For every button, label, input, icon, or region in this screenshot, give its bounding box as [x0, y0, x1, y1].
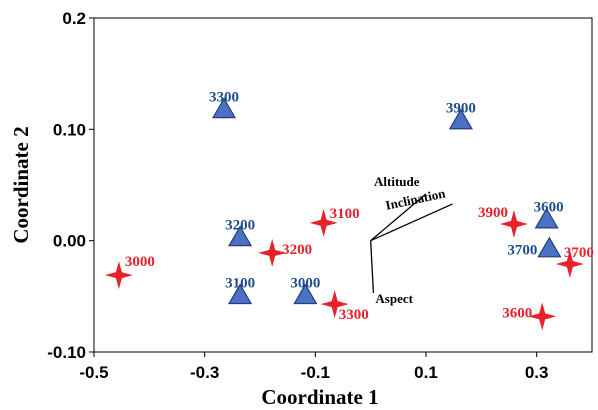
point-label: 3200 [225, 217, 255, 233]
point-label: 3900 [478, 205, 508, 221]
triangle-marker [448, 108, 473, 130]
vector-label: Altitude [374, 174, 420, 189]
y-tick-label: 0.2 [62, 9, 86, 28]
y-tick-label: 0.10 [53, 120, 86, 139]
y-tick-label: 0.00 [53, 232, 86, 251]
point-label: 3600 [534, 200, 564, 216]
point-label: 3000 [290, 275, 320, 291]
star-marker [258, 238, 287, 267]
x-tick-label: -0.1 [301, 363, 330, 382]
vector-line [370, 203, 453, 242]
vector-line [370, 193, 427, 242]
star-marker [555, 250, 584, 279]
star-marker [320, 290, 349, 319]
triangle-marker [537, 236, 562, 258]
x-tick-label: 0.1 [414, 363, 438, 382]
star-marker [499, 209, 528, 238]
point-label: 3600 [502, 305, 532, 321]
point-label: 3000 [125, 254, 155, 270]
triangle-marker [293, 283, 318, 305]
plot-area [93, 17, 593, 353]
star-marker [528, 302, 557, 331]
y-tick-label: -0.10 [47, 343, 86, 362]
x-axis-title: Coordinate 1 [261, 385, 378, 409]
point-label: 3700 [507, 243, 537, 259]
point-label: 3300 [339, 307, 369, 323]
triangle-marker [228, 225, 253, 247]
x-tick-label: -0.5 [79, 363, 108, 382]
vector-line [370, 240, 375, 294]
point-label: 3100 [225, 275, 255, 291]
y-axis-title: Coordinate 2 [9, 126, 33, 243]
vector-label: Aspect [375, 291, 413, 306]
point-label: 3900 [446, 101, 476, 117]
x-tick-label: 0.3 [525, 363, 549, 382]
star-marker [104, 261, 133, 290]
x-tick-label: -0.3 [190, 363, 219, 382]
triangle-marker [534, 207, 559, 229]
point-label: 3300 [209, 89, 239, 105]
triangle-marker [228, 283, 253, 305]
point-label: 3100 [330, 206, 360, 222]
star-marker [309, 208, 338, 237]
point-label: 3700 [564, 245, 594, 261]
triangle-marker [211, 97, 237, 119]
point-label: 3200 [282, 242, 312, 258]
